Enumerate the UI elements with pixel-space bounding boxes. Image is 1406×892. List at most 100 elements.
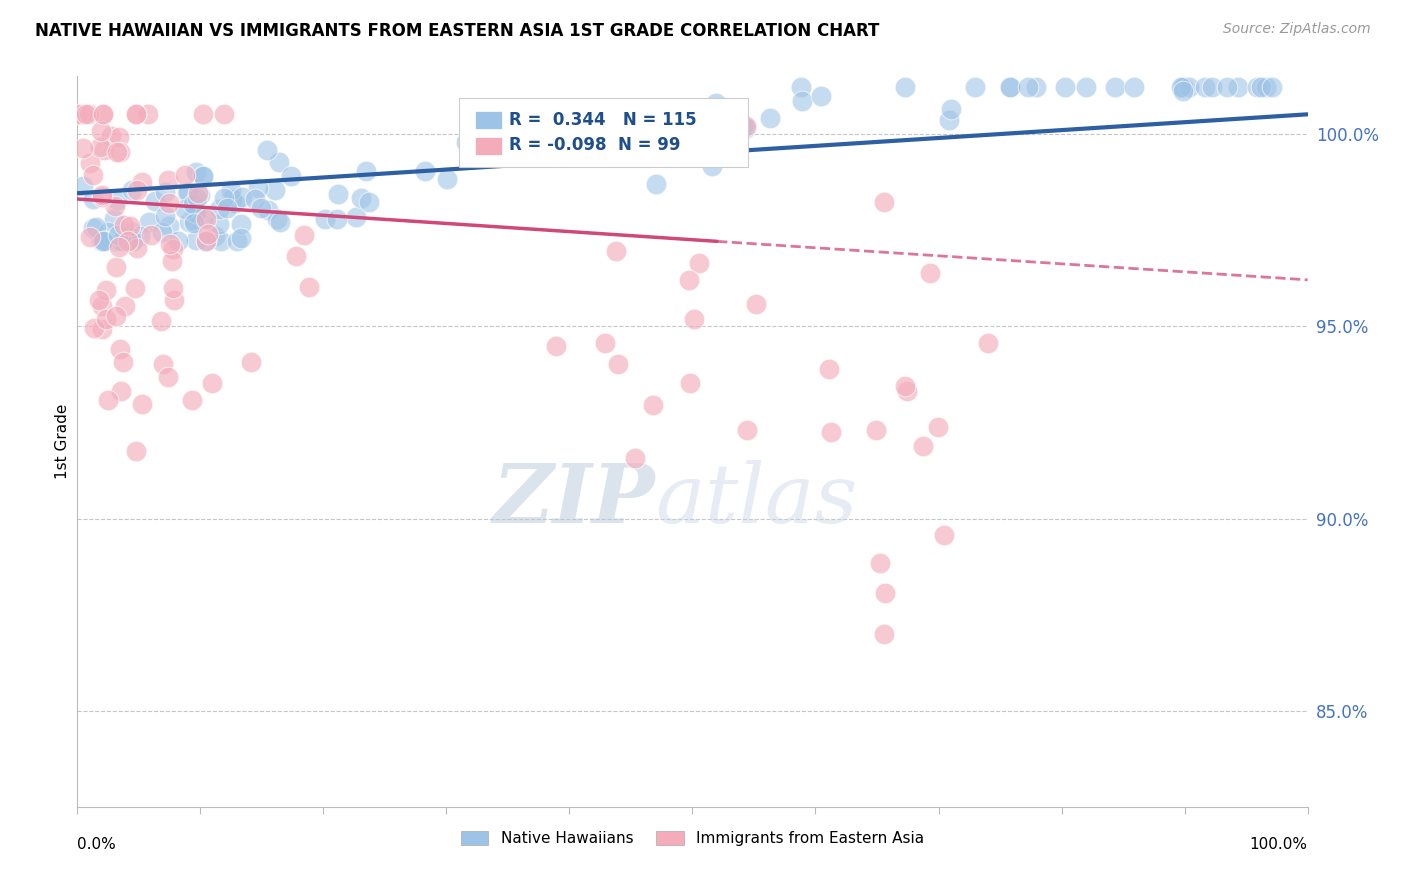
Immigrants from Eastern Asia	[94, 283, 117, 297]
Immigrants from Eastern Asia	[292, 227, 315, 242]
Native Hawaiians	[193, 169, 215, 184]
Immigrants from Eastern Asia	[607, 357, 630, 371]
Immigrants from Eastern Asia	[90, 190, 112, 204]
Native Hawaiians	[1025, 80, 1047, 95]
Immigrants from Eastern Asia	[131, 175, 153, 189]
Native Hawaiians	[186, 206, 208, 220]
Native Hawaiians	[231, 231, 253, 245]
Native Hawaiians	[1122, 80, 1144, 95]
Native Hawaiians	[733, 118, 755, 132]
Native Hawaiians	[759, 111, 782, 125]
Native Hawaiians	[1201, 80, 1223, 95]
Native Hawaiians	[166, 235, 188, 249]
Native Hawaiians	[257, 202, 280, 217]
Native Hawaiians	[84, 220, 107, 235]
Immigrants from Eastern Asia	[156, 172, 179, 186]
Legend: Native Hawaiians, Immigrants from Eastern Asia: Native Hawaiians, Immigrants from Easter…	[454, 824, 931, 852]
Native Hawaiians	[326, 212, 349, 227]
Immigrants from Eastern Asia	[894, 378, 917, 392]
Immigrants from Eastern Asia	[159, 237, 181, 252]
Native Hawaiians	[121, 225, 143, 239]
Native Hawaiians	[1053, 80, 1076, 95]
Native Hawaiians	[93, 235, 115, 249]
Immigrants from Eastern Asia	[125, 444, 148, 458]
Immigrants from Eastern Asia	[108, 240, 131, 254]
Native Hawaiians	[1194, 80, 1216, 95]
Native Hawaiians	[657, 145, 679, 159]
Native Hawaiians	[700, 160, 723, 174]
Immigrants from Eastern Asia	[136, 107, 159, 121]
Native Hawaiians	[1017, 80, 1039, 95]
Native Hawaiians	[221, 192, 243, 206]
Native Hawaiians	[231, 189, 253, 203]
Immigrants from Eastern Asia	[212, 107, 235, 121]
Native Hawaiians	[183, 204, 205, 219]
FancyBboxPatch shape	[475, 136, 502, 155]
Native Hawaiians	[105, 235, 128, 249]
Immigrants from Eastern Asia	[678, 273, 700, 287]
Text: ZIP: ZIP	[494, 460, 655, 540]
Immigrants from Eastern Asia	[107, 130, 129, 145]
Native Hawaiians	[243, 192, 266, 206]
Native Hawaiians	[72, 179, 94, 194]
Native Hawaiians	[790, 80, 813, 95]
Immigrants from Eastern Asia	[112, 218, 135, 232]
Immigrants from Eastern Asia	[72, 141, 94, 155]
Native Hawaiians	[94, 235, 117, 249]
Native Hawaiians	[91, 235, 114, 249]
Native Hawaiians	[208, 202, 231, 216]
Immigrants from Eastern Asia	[643, 398, 665, 412]
Immigrants from Eastern Asia	[977, 336, 1000, 351]
Immigrants from Eastern Asia	[104, 260, 127, 274]
Native Hawaiians	[184, 206, 207, 220]
Immigrants from Eastern Asia	[131, 397, 153, 411]
Native Hawaiians	[208, 217, 231, 231]
FancyBboxPatch shape	[458, 98, 748, 168]
Native Hawaiians	[1074, 80, 1097, 95]
Native Hawaiians	[1178, 80, 1201, 95]
Native Hawaiians	[157, 219, 180, 234]
Immigrants from Eastern Asia	[683, 312, 706, 326]
Native Hawaiians	[97, 225, 120, 239]
Native Hawaiians	[90, 234, 112, 248]
Native Hawaiians	[269, 215, 291, 229]
Immigrants from Eastern Asia	[104, 199, 127, 213]
Immigrants from Eastern Asia	[97, 392, 120, 407]
Native Hawaiians	[181, 196, 204, 211]
Native Hawaiians	[894, 80, 917, 95]
Immigrants from Eastern Asia	[201, 376, 224, 391]
Native Hawaiians	[82, 220, 104, 235]
Immigrants from Eastern Asia	[735, 423, 758, 437]
Native Hawaiians	[1104, 80, 1126, 95]
Native Hawaiians	[96, 235, 118, 249]
Immigrants from Eastern Asia	[932, 527, 955, 541]
Immigrants from Eastern Asia	[920, 266, 942, 280]
Immigrants from Eastern Asia	[90, 322, 112, 336]
Native Hawaiians	[645, 177, 668, 191]
Immigrants from Eastern Asia	[93, 143, 115, 157]
Immigrants from Eastern Asia	[66, 107, 89, 121]
Immigrants from Eastern Asia	[285, 248, 308, 262]
Immigrants from Eastern Asia	[82, 168, 104, 182]
Immigrants from Eastern Asia	[125, 241, 148, 255]
Immigrants from Eastern Asia	[197, 227, 219, 241]
Immigrants from Eastern Asia	[593, 335, 616, 350]
Immigrants from Eastern Asia	[820, 425, 842, 439]
Native Hawaiians	[150, 225, 173, 239]
Native Hawaiians	[177, 214, 200, 228]
Immigrants from Eastern Asia	[157, 195, 180, 210]
Native Hawaiians	[247, 181, 270, 195]
Immigrants from Eastern Asia	[105, 145, 128, 159]
Text: R =  0.344   N = 115: R = 0.344 N = 115	[509, 111, 697, 128]
Immigrants from Eastern Asia	[745, 297, 768, 311]
Immigrants from Eastern Asia	[544, 339, 567, 353]
Immigrants from Eastern Asia	[875, 586, 897, 600]
Native Hawaiians	[107, 228, 129, 243]
Immigrants from Eastern Asia	[91, 107, 114, 121]
Native Hawaiians	[354, 163, 377, 178]
Native Hawaiians	[359, 194, 381, 209]
Native Hawaiians	[188, 187, 211, 202]
Native Hawaiians	[1227, 80, 1250, 95]
Immigrants from Eastern Asia	[688, 256, 710, 270]
Immigrants from Eastern Asia	[869, 556, 891, 570]
